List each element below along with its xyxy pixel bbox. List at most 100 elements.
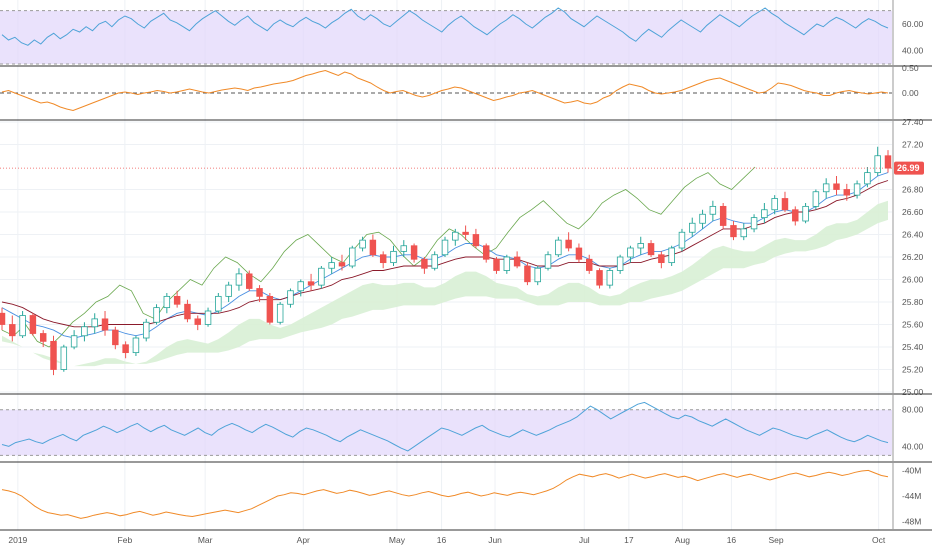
base-line xyxy=(1,180,889,328)
candle-body-34 xyxy=(349,247,356,267)
oscillator-series-line xyxy=(1,69,889,112)
candle-body-21 xyxy=(215,295,222,312)
candle-body-39 xyxy=(400,245,408,252)
volume-accumulation-tick-label-1: -44M xyxy=(902,491,921,501)
candle-body-46 xyxy=(472,234,480,247)
rsi-bottom-tick-label-1: 40.00 xyxy=(902,441,924,451)
candle-body-47 xyxy=(482,245,490,260)
price-tick-label-6: 26.20 xyxy=(902,252,924,262)
price-tick-label-12: 25.00 xyxy=(902,387,924,397)
candle-body-52 xyxy=(534,267,541,283)
candle-body-25 xyxy=(256,288,263,297)
candle-body-43 xyxy=(441,239,449,256)
candle-body-4 xyxy=(39,333,47,342)
candle-body-32 xyxy=(328,262,335,269)
candle-body-18 xyxy=(184,303,191,320)
candle-body-8 xyxy=(81,326,88,337)
x-tick-label-12: Oct xyxy=(872,535,886,545)
candle-body-28 xyxy=(287,290,294,305)
candle-body-53 xyxy=(544,254,552,269)
candle-body-7 xyxy=(70,335,78,348)
candle-body-2 xyxy=(19,315,26,337)
candle-body-3 xyxy=(29,315,37,334)
x-tick-label-2: Mar xyxy=(198,535,213,545)
candle-body-15 xyxy=(153,307,160,323)
x-tick-label-3: Apr xyxy=(297,535,310,545)
x-tick-label-5: 16 xyxy=(437,535,447,545)
volume-accumulation-tick-label-2: -48M xyxy=(902,517,921,527)
candle-body-74 xyxy=(761,209,768,219)
candle-body-17 xyxy=(173,295,181,305)
last-price-tag-label: 26.99 xyxy=(897,163,920,173)
candle-body-44 xyxy=(452,231,459,241)
candle-body-6 xyxy=(60,346,68,370)
candle-body-41 xyxy=(421,258,428,269)
volume-accumulation-tick-label-0: -40M xyxy=(902,465,921,475)
candle-body-50 xyxy=(513,256,521,267)
candle-body-1 xyxy=(9,324,16,337)
candle-body-79 xyxy=(812,191,820,207)
x-tick-label-7: Jul xyxy=(579,535,590,545)
x-tick-label-4: May xyxy=(389,535,406,545)
candle-body-37 xyxy=(379,254,387,264)
cloud-area xyxy=(2,200,888,367)
candle-body-40 xyxy=(410,245,418,260)
candle-body-13 xyxy=(132,337,140,354)
x-tick-label-0: 2019 xyxy=(8,535,27,545)
x-axis: 2019 Feb Mar Apr May 16 Jun Jul 17 Aug 16 Sep Oct xyxy=(8,535,885,545)
price-tick-label-3: 26.80 xyxy=(902,185,924,195)
x-tick-label-6: Jun xyxy=(488,535,502,545)
panel-layer xyxy=(0,0,932,531)
candle-body-12 xyxy=(122,344,129,354)
x-tick-label-11: Sep xyxy=(768,535,783,545)
candle-body-68 xyxy=(699,213,706,224)
candle-body-45 xyxy=(462,231,469,235)
candle-body-59 xyxy=(606,270,614,286)
price-tick-label-4: 26.60 xyxy=(902,207,924,217)
candle-body-72 xyxy=(740,228,748,238)
candle-body-51 xyxy=(524,265,531,283)
price-tick-label-0: 27.40 xyxy=(902,117,924,127)
candle-body-35 xyxy=(359,239,366,249)
last-price-tag-background xyxy=(894,161,924,175)
x-tick-label-10: 16 xyxy=(727,535,737,545)
axis-layer: 60.00 40.00 0.50 0.00 27.40 27.20 26.80 26.60 26… xyxy=(902,19,924,527)
candle-body-26 xyxy=(266,295,274,323)
candle-body-75 xyxy=(771,198,778,211)
candle-body-31 xyxy=(318,267,325,286)
candle-body-86 xyxy=(884,155,892,169)
candle-body-16 xyxy=(163,295,171,309)
candle-body-48 xyxy=(493,258,500,271)
rsi-top-tick-label-1: 40.00 xyxy=(902,46,924,56)
candle-body-5 xyxy=(50,340,57,370)
price-tick-label-9: 25.60 xyxy=(902,320,924,330)
oscillator-tick-label-1: 0.00 xyxy=(902,88,919,98)
x-tick-label-1: Feb xyxy=(118,535,133,545)
candle-body-56 xyxy=(575,247,583,260)
candle-body-0 xyxy=(0,312,6,325)
candle-body-24 xyxy=(246,273,253,289)
candle-body-80 xyxy=(822,183,830,193)
candle-body-66 xyxy=(678,231,686,249)
candle-body-78 xyxy=(802,205,809,222)
rsi-bottom-series-line xyxy=(1,401,889,452)
candle-body-22 xyxy=(225,284,232,297)
candle-body-11 xyxy=(112,329,119,346)
x-tick-label-9: Aug xyxy=(675,535,690,545)
candle-body-20 xyxy=(204,310,212,325)
candle-body-71 xyxy=(730,225,737,238)
candle-body-77 xyxy=(792,209,799,222)
candle-body-27 xyxy=(276,303,284,323)
candle-body-62 xyxy=(637,243,644,249)
candle-body-55 xyxy=(565,239,572,249)
price-tick-label-1: 27.20 xyxy=(902,140,924,150)
rsi-top-band xyxy=(0,10,892,64)
candle-body-19 xyxy=(194,318,201,325)
candle-body-60 xyxy=(616,256,624,271)
candle-body-57 xyxy=(585,258,593,271)
candle-body-58 xyxy=(596,270,603,286)
price-tick-label-11: 25.20 xyxy=(902,365,924,375)
oscillator-tick-label-0: 0.50 xyxy=(902,63,919,73)
